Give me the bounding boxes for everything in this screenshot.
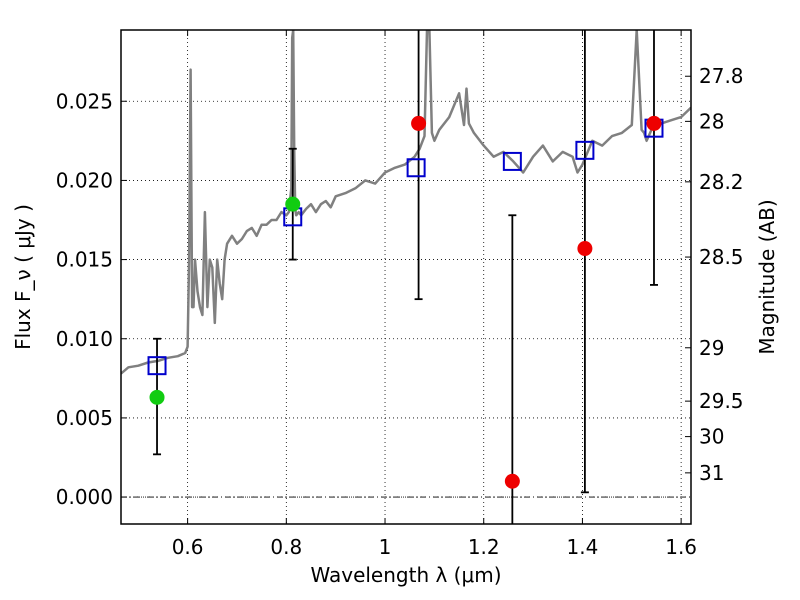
mag-tick-label: 28 [699, 109, 724, 133]
y-tick-label: 0.020 [56, 168, 113, 192]
x-tick-label: 1.4 [567, 535, 599, 559]
model-square-marker [406, 158, 426, 178]
detection-point [285, 196, 301, 212]
mag-tick-label: 28.5 [699, 245, 744, 269]
y-tick-label: 0.005 [56, 406, 113, 430]
x-tick-label: 1 [379, 535, 392, 559]
upper-limit-point [411, 115, 427, 131]
grid [121, 30, 691, 524]
x-axis-label: Wavelength λ (μm) [310, 563, 501, 587]
spectrum-line [121, 30, 691, 375]
y-tick-label: 0.025 [56, 89, 113, 113]
model-square-marker [502, 151, 522, 171]
mag-tick-label: 27.8 [699, 64, 744, 88]
plot-area [121, 30, 691, 524]
y-tick-label: 0.000 [56, 485, 113, 509]
x-tick-label: 1.2 [468, 535, 500, 559]
detection-point [149, 389, 165, 405]
y-tick-label: 0.010 [56, 327, 113, 351]
x-tick-label: 0.6 [172, 535, 204, 559]
axes: 0.6 0.8 1 1.2 1.4 1.6 0.000 0.005 0.010 0.015 0.02… [56, 30, 744, 559]
y-tick-label: 0.015 [56, 248, 113, 272]
upper-limit-point [577, 241, 593, 256]
mag-tick-label: 30 [699, 425, 724, 449]
upper-limit-point [646, 115, 662, 131]
mag-tick-label: 29 [699, 336, 724, 360]
model-square-marker [147, 356, 167, 376]
model-square-marker [575, 140, 595, 160]
mag-tick-label: 28.2 [699, 170, 744, 194]
plot-frame [120, 29, 692, 525]
mag-tick-label: 31 [699, 461, 724, 485]
x-tick-label: 1.6 [665, 535, 697, 559]
mag-tick-label: 29.5 [699, 389, 744, 413]
upper-limit-point [504, 473, 520, 489]
y-axis-label: Flux F_ν ( μJy ) [11, 204, 35, 350]
right-axis-label: Magnitude (AB) [755, 199, 779, 354]
x-tick-label: 0.8 [270, 535, 302, 559]
